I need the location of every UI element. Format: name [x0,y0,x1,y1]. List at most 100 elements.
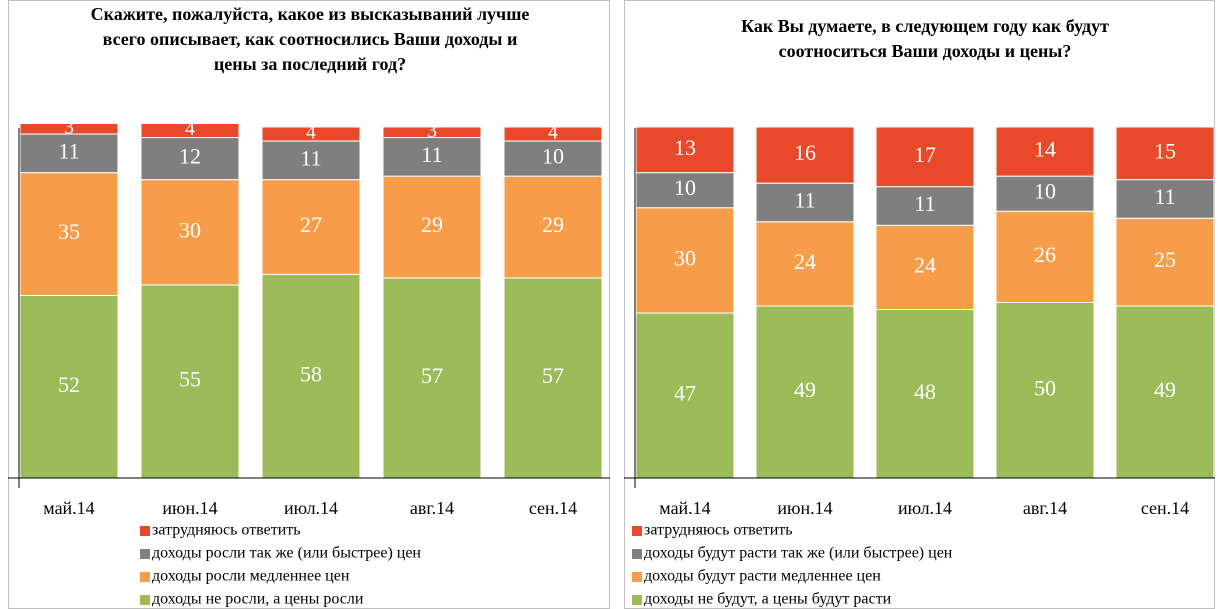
bar-segment [755,126,855,184]
data-label: 58 [300,361,322,386]
x-tick-label: май.14 [659,498,710,518]
bar-segment [1115,126,1215,181]
bar-segment [875,224,975,311]
x-tick-label: авг.14 [410,498,454,518]
bar-segment [995,175,1095,212]
data-label: 3 [64,116,74,138]
bar-segment [635,172,735,209]
legend-swatch [632,595,642,605]
data-label: 10 [1034,179,1056,204]
data-label: 52 [58,372,80,397]
data-label: 4 [185,118,195,140]
bar-segment [261,140,361,181]
data-label: 57 [421,363,443,388]
bar-segment [503,277,603,479]
data-label: 29 [542,212,564,237]
legend-swatch [632,526,642,536]
data-label: 10 [674,175,696,200]
x-tick-label: июн.14 [777,498,832,518]
bar-segment [19,122,119,135]
bar-segment [875,126,975,188]
bar-segment [261,126,361,142]
bar-segment [1115,179,1215,219]
bar-segment [1115,217,1215,307]
data-label: 24 [914,252,936,277]
data-label: 57 [542,363,564,388]
data-label: 15 [1154,138,1176,163]
legend-label: затрудняюсь ответить [644,522,793,539]
data-label: 49 [1154,377,1176,402]
data-label: 30 [179,217,201,242]
bar-segment [140,137,240,181]
data-label: 4 [306,122,316,144]
data-label: 12 [179,144,201,169]
data-label: 30 [674,245,696,270]
bar-segment [635,312,735,479]
bar-segment [995,126,1095,177]
legend-label: доходы будут расти медленнее цен [644,568,881,585]
x-tick-label: май.14 [43,498,94,518]
data-label: 25 [1154,247,1176,272]
data-label: 3 [427,120,437,142]
legend-swatch [140,549,150,559]
data-label: 47 [674,381,696,406]
data-label: 27 [300,212,322,237]
x-tick-label: июл.14 [898,498,952,518]
bar-segment [261,179,361,275]
data-label: 49 [794,377,816,402]
bar-segment [755,182,855,223]
data-label: 14 [1034,137,1056,162]
bar-segment [382,137,482,177]
bar-segment [635,207,735,314]
x-tick-label: авг.14 [1023,498,1067,518]
data-label: 26 [1034,242,1056,267]
data-label: 29 [421,212,443,237]
data-label: 17 [914,142,936,167]
chart-title: Как Вы думаете, в следующем году как буд… [741,16,1109,61]
bar-segment [503,126,603,142]
legend-swatch [140,572,150,582]
legend-label: доходы не будут, а цены будут расти [644,591,892,608]
legend-label: затрудняюсь ответить [152,522,301,539]
data-label: 4 [548,122,558,144]
x-tick-label: июл.14 [284,498,338,518]
data-label: 48 [914,379,936,404]
data-label: 11 [914,191,935,216]
legend-label: доходы росли так же (или быстрее) цен [152,545,421,562]
legend-swatch [140,526,150,536]
bar-segment [503,140,603,177]
bar-segment [140,284,240,479]
legend-swatch [632,549,642,559]
data-label: 11 [421,142,442,167]
x-tick-label: сен.14 [529,498,577,518]
legend-label: доходы будут расти так же (или быстрее) … [644,545,953,562]
bar-segment [503,175,603,279]
bar-segment [382,126,482,139]
legend-swatch [140,595,150,605]
chart-title: Скажите, пожалуйста, какое из высказыван… [90,4,530,74]
data-label: 11 [794,188,815,213]
bar-segment [755,221,855,307]
bar-segment [19,172,119,296]
x-tick-label: сен.14 [1141,498,1189,518]
x-tick-label: июн.14 [162,498,217,518]
bar-segment [261,273,361,479]
data-label: 55 [179,367,201,392]
data-label: 24 [794,249,816,274]
bar-segment [140,179,240,286]
bar-segment [635,126,735,174]
data-label: 11 [58,138,79,163]
data-label: 11 [1154,184,1175,209]
data-label: 11 [300,145,321,170]
legend-label: доходы не росли, а цены росли [152,591,364,608]
data-label: 50 [1034,375,1056,400]
bar-segment [1115,305,1215,479]
data-label: 10 [542,144,564,169]
data-label: 16 [794,140,816,165]
legend-swatch [632,572,642,582]
legend-label: доходы росли медленнее цен [152,568,350,585]
bar-segment [140,122,240,139]
data-label: 13 [674,135,696,160]
